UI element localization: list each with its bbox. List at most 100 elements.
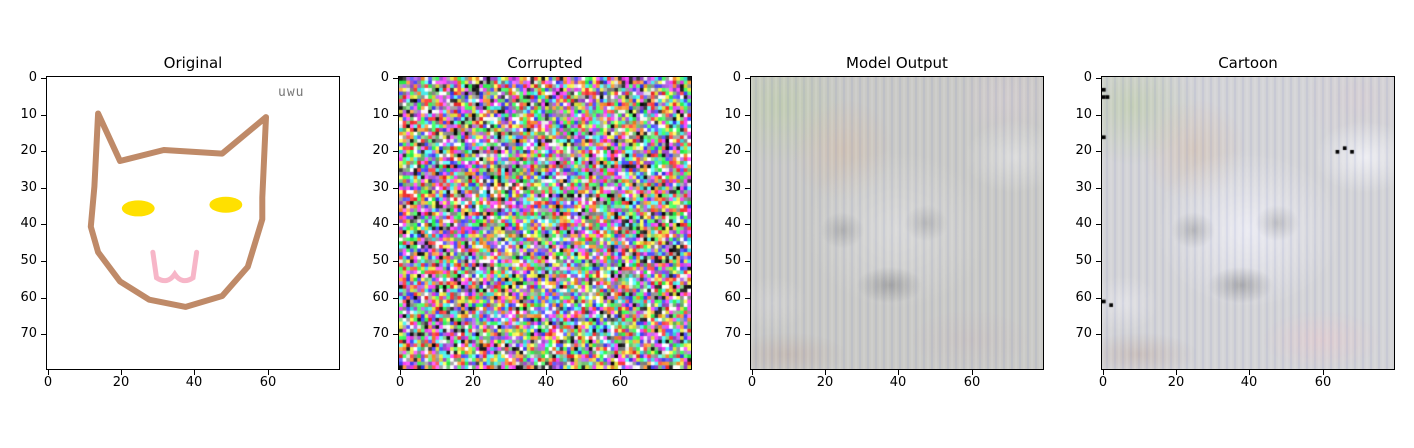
x-tick-label: 40 (1240, 375, 1258, 390)
x-tick-label: 0 (395, 375, 405, 390)
y-tick-label: 60 (20, 290, 37, 305)
y-tick-mark (745, 261, 750, 262)
y-tick-mark (1096, 188, 1101, 189)
x-tick-mark (1103, 370, 1104, 375)
y-tick-mark (41, 334, 46, 335)
y-tick-mark (393, 151, 398, 152)
x-tick-label: 60 (259, 375, 277, 390)
y-tick-label: 60 (1075, 290, 1092, 305)
y-tick-mark (393, 188, 398, 189)
y-tick-label: 30 (724, 180, 741, 195)
y-tick-mark (393, 298, 398, 299)
y-tick-label: 30 (20, 180, 37, 195)
y-tick-label: 70 (724, 326, 741, 341)
noise-image (399, 77, 691, 369)
y-tick-mark (41, 224, 46, 225)
x-tick-label: 20 (112, 375, 130, 390)
x-tick-label: 0 (1098, 375, 1108, 390)
x-tick-mark (546, 370, 547, 375)
x-tick-label: 60 (963, 375, 981, 390)
y-tick-label: 20 (372, 143, 389, 158)
y-tick-mark (1096, 151, 1101, 152)
cat-mouth (150, 249, 200, 284)
x-tick-label: 20 (1167, 375, 1185, 390)
x-tick-mark (473, 370, 474, 375)
sketch-annotation: uwu (278, 85, 305, 100)
x-tick-mark (825, 370, 826, 375)
y-tick-label: 10 (724, 107, 741, 122)
x-tick-mark (194, 370, 195, 375)
y-tick-mark (1096, 334, 1101, 335)
y-tick-mark (41, 78, 46, 79)
x-tick-label: 0 (43, 375, 53, 390)
y-tick-label: 0 (380, 70, 389, 85)
x-tick-label: 0 (747, 375, 757, 390)
x-tick-mark (620, 370, 621, 375)
y-tick-mark (745, 78, 750, 79)
y-tick-mark (1096, 115, 1101, 116)
y-tick-label: 50 (724, 253, 741, 268)
y-tick-mark (745, 298, 750, 299)
x-tick-mark (121, 370, 122, 375)
cat-outline (87, 110, 269, 310)
x-tick-label: 40 (185, 375, 203, 390)
y-tick-mark (393, 261, 398, 262)
y-tick-mark (1096, 78, 1101, 79)
y-tick-mark (745, 151, 750, 152)
y-tick-mark (1096, 224, 1101, 225)
y-tick-mark (1096, 261, 1101, 262)
y-tick-label: 70 (1075, 326, 1092, 341)
y-tick-label: 30 (372, 180, 389, 195)
x-tick-label: 20 (816, 375, 834, 390)
x-tick-mark (48, 370, 49, 375)
y-tick-label: 40 (1075, 216, 1092, 231)
y-tick-label: 20 (20, 143, 37, 158)
panel-title: Model Output (846, 54, 948, 72)
y-tick-mark (41, 188, 46, 189)
y-tick-label: 0 (1083, 70, 1092, 85)
x-tick-label: 40 (537, 375, 555, 390)
cat-sketch (47, 77, 339, 369)
y-tick-mark (393, 115, 398, 116)
x-tick-label: 60 (611, 375, 629, 390)
cartoon-image (1102, 77, 1394, 369)
image-corrupted (398, 76, 692, 370)
y-tick-mark (41, 298, 46, 299)
y-tick-label: 60 (724, 290, 741, 305)
x-tick-mark (972, 370, 973, 375)
cat-eye (209, 196, 243, 213)
y-tick-mark (745, 188, 750, 189)
y-tick-label: 70 (372, 326, 389, 341)
panel-title: Original (163, 54, 223, 72)
cat-eye (121, 200, 155, 217)
y-tick-label: 60 (372, 290, 389, 305)
y-tick-mark (1096, 298, 1101, 299)
panel-title: Cartoon (1218, 54, 1278, 72)
y-tick-mark (41, 115, 46, 116)
y-tick-label: 40 (372, 216, 389, 231)
x-tick-mark (400, 370, 401, 375)
y-tick-mark (745, 115, 750, 116)
x-tick-mark (268, 370, 269, 375)
image-original: uwu (46, 76, 340, 370)
y-tick-label: 50 (372, 253, 389, 268)
y-tick-label: 20 (724, 143, 741, 158)
image-model-output (750, 76, 1044, 370)
y-tick-label: 70 (20, 326, 37, 341)
x-tick-label: 60 (1314, 375, 1332, 390)
y-tick-label: 50 (20, 253, 37, 268)
y-tick-label: 0 (28, 70, 37, 85)
y-tick-mark (41, 261, 46, 262)
y-tick-label: 30 (1075, 180, 1092, 195)
y-tick-mark (745, 224, 750, 225)
y-tick-label: 50 (1075, 253, 1092, 268)
y-tick-label: 10 (372, 107, 389, 122)
y-tick-mark (393, 224, 398, 225)
x-tick-mark (1249, 370, 1250, 375)
x-tick-mark (898, 370, 899, 375)
model-output-image (751, 77, 1043, 369)
image-cartoon (1101, 76, 1395, 370)
x-tick-mark (1176, 370, 1177, 375)
panel-title: Corrupted (507, 54, 583, 72)
x-tick-mark (1323, 370, 1324, 375)
